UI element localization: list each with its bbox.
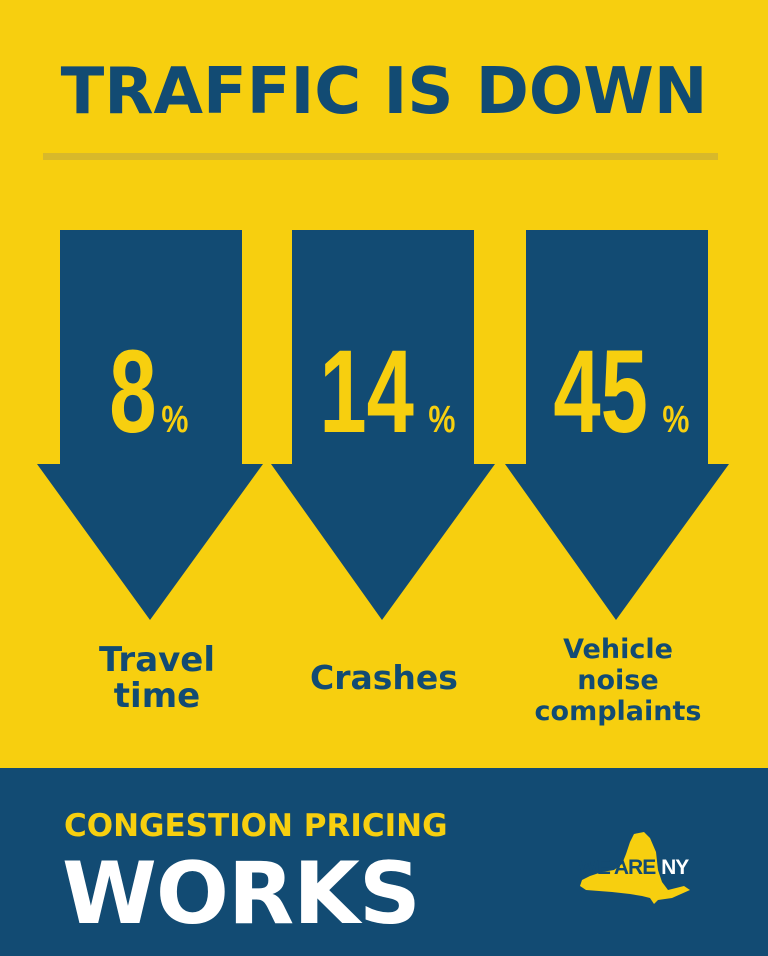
- stat-value: 8%: [37, 322, 263, 462]
- footer-banner: CONGESTION PRICING WORKS WE ARE NY: [0, 768, 768, 956]
- stat-label-crashes: Crashes: [271, 660, 497, 696]
- stat-label-noise-complaints: Vehicle noise complaints: [505, 634, 731, 727]
- we-are-ny-logo: WE ARE NY: [572, 830, 692, 906]
- new-york-state-icon: [580, 832, 690, 904]
- stat-number: 8: [109, 326, 157, 458]
- stat-unit: %: [662, 399, 690, 441]
- logo-we-are: WE ARE: [578, 856, 656, 879]
- down-arrow-icon: [505, 230, 729, 620]
- label-line: Travel: [98, 640, 216, 680]
- stat-value: 14%: [271, 322, 497, 462]
- stat-unit: %: [161, 399, 189, 441]
- title-divider: [43, 153, 718, 160]
- stat-card-travel-time: 8%: [37, 230, 263, 622]
- down-arrow-icon: [271, 230, 495, 620]
- logo-text: WE ARE NY: [578, 856, 689, 880]
- stat-label-travel-time: Travel time: [37, 642, 277, 714]
- down-arrow-icon: [37, 230, 263, 620]
- stat-number: 45: [553, 326, 649, 458]
- label-line: Vehicle: [563, 634, 673, 665]
- stat-number: 14: [319, 326, 415, 458]
- stat-value: 45%: [505, 322, 731, 462]
- label-line: complaints: [534, 696, 702, 727]
- stat-unit: %: [428, 399, 456, 441]
- stat-card-noise-complaints: 45%: [505, 230, 731, 622]
- stat-card-crashes: 14%: [271, 230, 497, 622]
- logo-ny: NY: [661, 856, 689, 879]
- label-line: noise: [577, 665, 659, 696]
- footer-subtitle: CONGESTION PRICING: [64, 808, 448, 844]
- label-line: time: [113, 676, 201, 716]
- label-line: Crashes: [310, 658, 458, 697]
- footer-headline: WORKS: [62, 844, 421, 944]
- page-title: TRAFFIC IS DOWN: [60, 55, 708, 129]
